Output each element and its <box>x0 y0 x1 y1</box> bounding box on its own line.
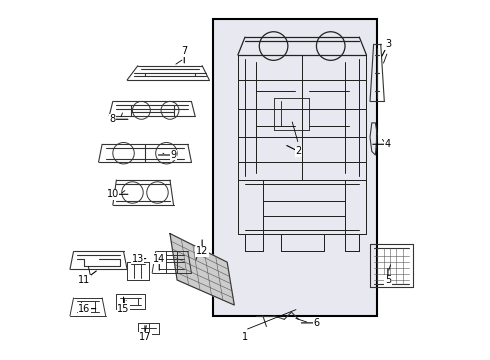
Text: 16: 16 <box>78 303 90 314</box>
Text: 14: 14 <box>153 253 166 264</box>
Text: 9: 9 <box>171 150 176 160</box>
Text: 2: 2 <box>295 147 302 157</box>
Text: 3: 3 <box>385 39 391 49</box>
Text: 17: 17 <box>139 332 151 342</box>
Text: 15: 15 <box>118 303 130 314</box>
Text: 6: 6 <box>314 318 319 328</box>
Text: 11: 11 <box>78 275 90 285</box>
Polygon shape <box>170 234 234 305</box>
Text: 7: 7 <box>181 46 187 57</box>
Text: 5: 5 <box>385 275 391 285</box>
Text: 12: 12 <box>196 247 208 256</box>
Text: 8: 8 <box>110 114 116 124</box>
FancyBboxPatch shape <box>213 19 377 316</box>
Text: 13: 13 <box>132 253 144 264</box>
Text: 4: 4 <box>385 139 391 149</box>
Text: 10: 10 <box>107 189 119 199</box>
Text: 1: 1 <box>242 332 248 342</box>
